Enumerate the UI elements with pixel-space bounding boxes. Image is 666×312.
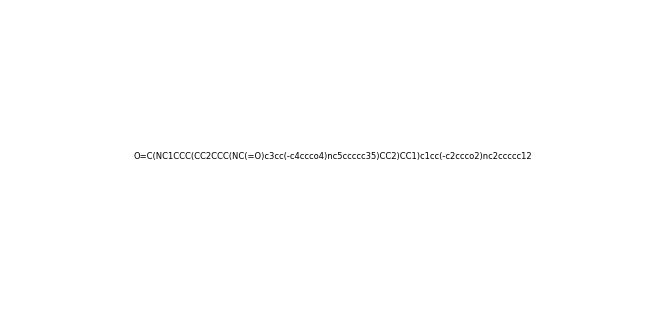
- Text: O=C(NC1CCC(CC2CCC(NC(=O)c3cc(-c4ccco4)nc5ccccc35)CC2)CC1)c1cc(-c2ccco2)nc2ccccc1: O=C(NC1CCC(CC2CCC(NC(=O)c3cc(-c4ccco4)nc…: [134, 152, 532, 160]
